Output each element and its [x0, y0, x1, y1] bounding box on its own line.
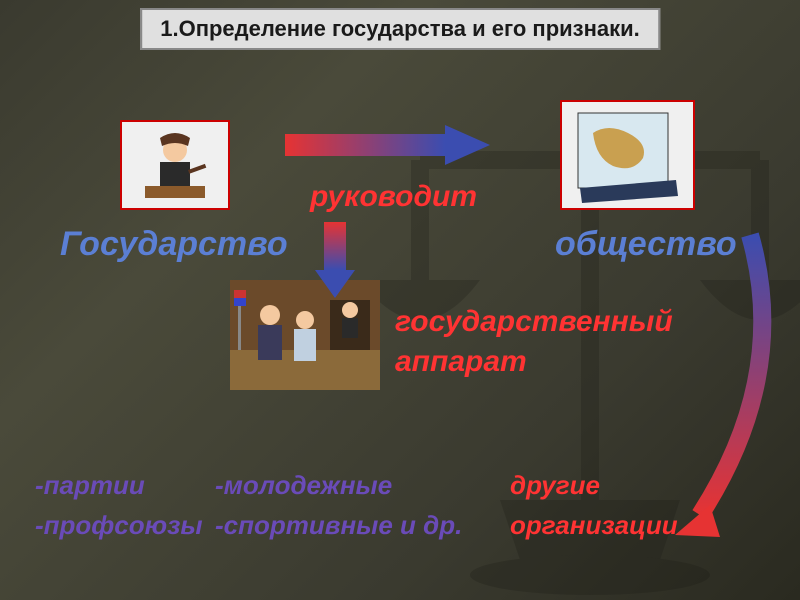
parties-label: -партии [35, 470, 145, 501]
other-orgs-arrow [620, 225, 800, 555]
judge-icon [130, 128, 220, 203]
manages-label: руководит [310, 180, 477, 214]
other-label-1: другие [510, 470, 600, 501]
other-label-2: организации [510, 510, 678, 541]
unions-label: -профсоюзы [35, 510, 203, 541]
apparatus-label-2: аппарат [395, 345, 527, 379]
manages-arrow [285, 120, 495, 170]
society-label: общество [555, 225, 737, 264]
society-image-box [560, 100, 695, 210]
map-icon [568, 108, 688, 203]
sports-label: -спортивные и др. [215, 510, 462, 541]
apparatus-arrow [310, 222, 360, 300]
youth-label: -молодежные [215, 470, 392, 501]
state-image-box [120, 120, 230, 210]
slide-title: 1.Определение государства и его признаки… [140, 8, 660, 50]
state-label: Государство [60, 225, 288, 264]
apparatus-label-1: государственный [395, 305, 673, 339]
